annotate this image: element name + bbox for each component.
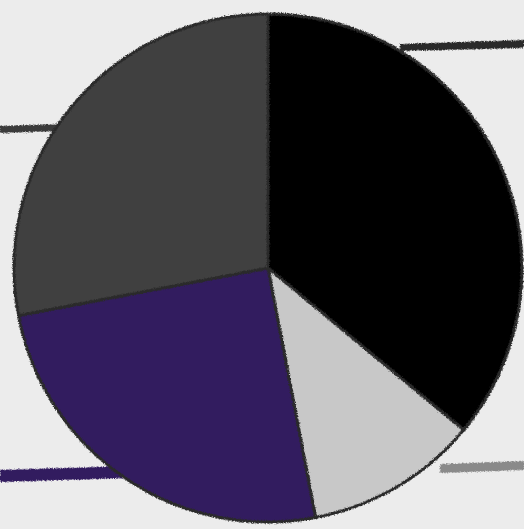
background-rule	[440, 461, 524, 473]
pie-slice-2	[266, 266, 466, 520]
background-rule	[0, 124, 60, 133]
pie-slice-4	[12, 12, 270, 318]
pie-slice-1	[266, 12, 524, 432]
pie-slices	[12, 12, 524, 524]
background-rules	[0, 40, 524, 482]
background-rule	[400, 40, 524, 51]
background-rule	[0, 466, 130, 482]
pie-slice-3	[16, 266, 318, 524]
